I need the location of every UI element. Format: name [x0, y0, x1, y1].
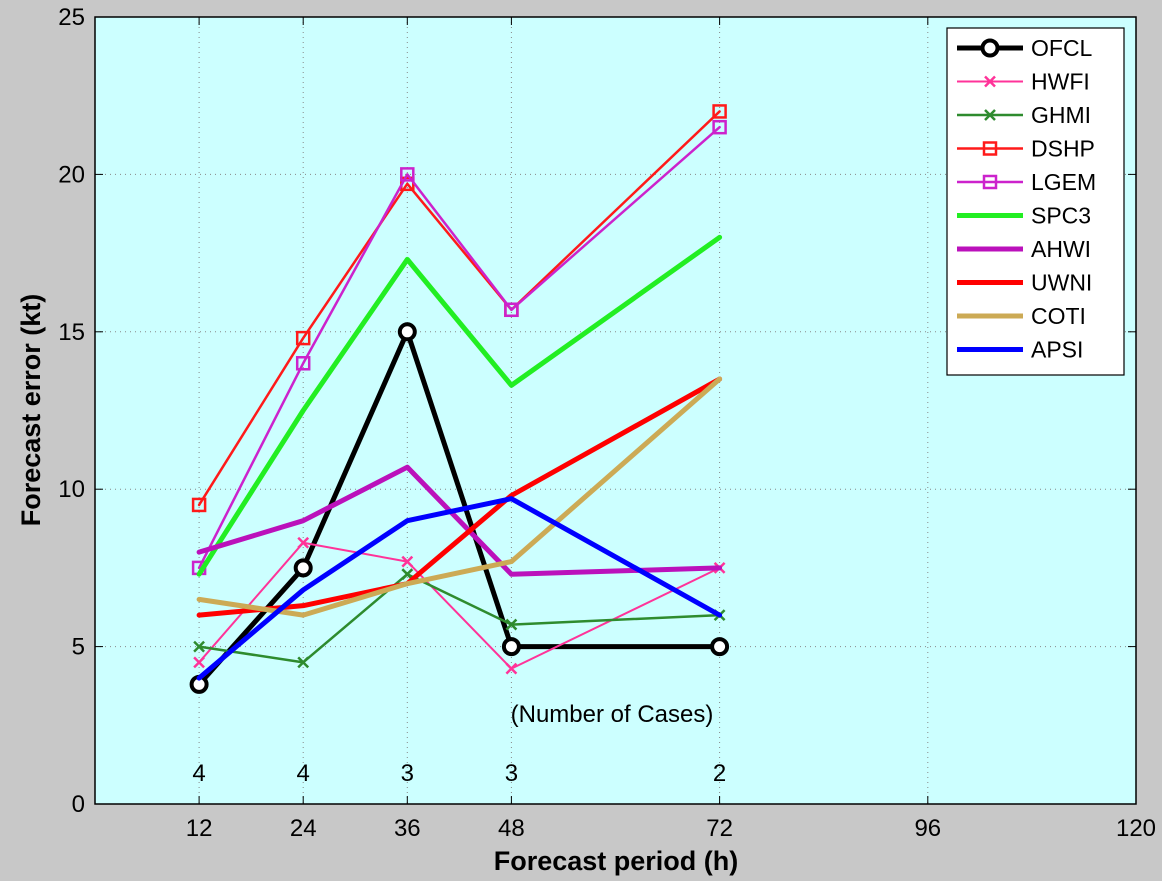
legend-item-dshp: DSHP — [957, 136, 1095, 162]
data-point-lgem — [504, 302, 519, 318]
legend-marker-lgem — [982, 174, 998, 190]
legend-label-ahwi: AHWI — [1031, 236, 1091, 262]
legend-item-hwfi: HWFI — [957, 69, 1090, 95]
legend-item-ofcl: OFCL — [957, 35, 1093, 61]
legend-label-ofcl: OFCL — [1031, 35, 1093, 61]
legend-item-uwni: UWNI — [957, 270, 1092, 296]
data-point-hwfi-stroke — [505, 662, 518, 675]
data-point-ghmi-stroke — [297, 656, 310, 669]
series-apsi — [196, 496, 723, 681]
series-lgem — [191, 119, 727, 576]
x-axis-title: Forecast period (h) — [494, 846, 739, 876]
series-line-lgem — [197, 125, 721, 570]
legend-marker-ghmi-stroke — [984, 109, 996, 121]
legend-item-ghmi: GHMI — [957, 102, 1091, 128]
y-tick-label: 25 — [58, 4, 85, 31]
series-line-apsi — [196, 496, 723, 681]
x-tick-label: 36 — [394, 815, 421, 842]
legend-label-apsi: APSI — [1031, 337, 1083, 363]
legend-marker-hwfi-stroke — [984, 75, 996, 88]
series-coti — [196, 376, 723, 618]
legend-marker-dshp — [982, 141, 998, 156]
data-point-dshp — [712, 104, 727, 119]
data-point-ofcl — [501, 637, 521, 657]
series-ghmi — [193, 568, 726, 669]
x-tick-label: 72 — [706, 815, 733, 842]
x-tick-label: 12 — [186, 815, 213, 842]
number-of-cases-label: (Number of Cases) — [511, 701, 714, 728]
series-line-spc3 — [196, 234, 723, 577]
series-layer — [189, 104, 730, 694]
data-point-hwfi — [401, 555, 414, 568]
legend-marker-hwfi — [984, 75, 996, 88]
y-tick-label: 0 — [72, 791, 85, 818]
series-spc3 — [196, 234, 723, 577]
series-line-coti — [196, 376, 723, 618]
case-count-label: 4 — [192, 760, 205, 787]
data-point-ghmi — [505, 618, 518, 631]
data-point-ghmi-stroke — [401, 568, 414, 581]
data-point-ghmi-stroke — [193, 640, 205, 653]
data-point-lgem — [295, 356, 311, 371]
data-point-ofcl — [397, 322, 417, 342]
legend-label-coti: COTI — [1031, 303, 1086, 329]
case-count-label: 2 — [713, 760, 726, 787]
plot-frame — [94, 16, 1137, 805]
data-point-hwfi — [193, 656, 205, 669]
data-point-ghmi — [297, 656, 310, 669]
legend-marker-ghmi — [984, 109, 996, 121]
series-hwfi — [193, 536, 726, 675]
data-point-hwfi — [297, 536, 310, 549]
data-point-lgem — [712, 119, 727, 135]
y-tick-label: 10 — [58, 476, 85, 503]
annotations: (Number of Cases) 4 4 3 3 2 — [192, 701, 726, 787]
series-line-ahwi — [196, 464, 723, 577]
legend-marker-ofcl — [980, 38, 1000, 58]
data-point-dshp — [191, 497, 207, 513]
data-point-ofcl — [710, 637, 730, 657]
legend-item-coti: COTI — [957, 303, 1086, 329]
data-point-hwfi-stroke — [193, 656, 205, 669]
legend-label-hwfi: HWFI — [1031, 69, 1090, 95]
y-tick-label: 5 — [72, 634, 85, 661]
case-count-label: 3 — [505, 760, 518, 787]
legend-item-ahwi: AHWI — [957, 236, 1091, 262]
x-tick-label: 120 — [1116, 815, 1156, 842]
data-point-lgem — [400, 167, 415, 182]
case-count-label: 4 — [297, 760, 310, 787]
data-point-ghmi-stroke — [505, 618, 518, 631]
y-tick-label: 20 — [58, 161, 85, 188]
x-tick-label: 96 — [914, 815, 941, 842]
legend-label-spc3: SPC3 — [1031, 203, 1091, 229]
legend-label-dshp: DSHP — [1031, 136, 1095, 162]
data-point-ofcl — [293, 558, 313, 578]
legend-item-lgem: LGEM — [957, 169, 1096, 195]
legend-item-apsi: APSI — [957, 337, 1083, 363]
data-point-hwfi-stroke — [401, 555, 414, 568]
legend-label-uwni: UWNI — [1031, 270, 1092, 296]
legend: OFCL HWFI GHMI DSHP LGEM SPC3 AHWI UWNI COTI APSI — [946, 27, 1125, 376]
legend-label-ghmi: GHMI — [1031, 102, 1091, 128]
y-axis-title: Forecast error (kt) — [16, 294, 46, 527]
data-point-ghmi — [193, 640, 205, 653]
series-ahwi — [196, 464, 723, 577]
data-point-dshp — [295, 330, 311, 346]
legend-item-spc3: SPC3 — [957, 203, 1091, 229]
series-line-dshp — [197, 110, 721, 507]
x-tick-label: 24 — [290, 815, 317, 842]
data-point-hwfi — [505, 662, 518, 675]
case-count-label: 3 — [401, 760, 414, 787]
y-tick-label: 15 — [58, 319, 85, 346]
x-tick-label: 48 — [498, 815, 525, 842]
legend-label-lgem: LGEM — [1031, 169, 1096, 195]
data-point-hwfi-stroke — [297, 536, 310, 549]
data-point-ghmi — [401, 568, 414, 581]
